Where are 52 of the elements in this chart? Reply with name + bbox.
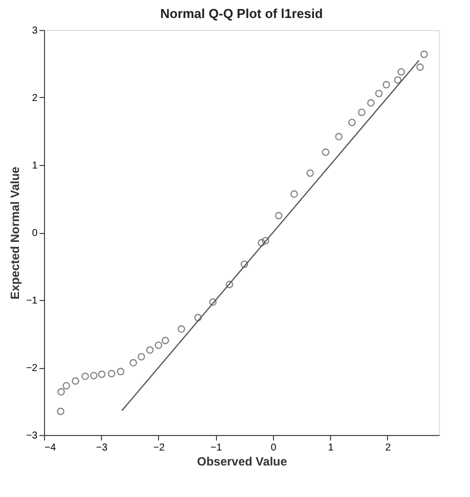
point [335,132,343,140]
x-tick-label: −3 [96,442,108,454]
point [154,341,162,349]
point [90,372,98,380]
x-tick-label: −1 [210,442,222,454]
point [274,212,282,220]
chart-title: Normal Q-Q Plot of l1resid [160,6,323,21]
y-tick-label: 2 [32,93,38,104]
point [358,108,366,116]
point [394,76,402,84]
y-tick-label: 3 [32,26,38,36]
point [209,298,217,306]
x-tick-label: 0 [270,442,277,454]
point [56,408,64,416]
point [420,50,428,58]
x-tick-label: −4 [44,442,56,454]
point [240,260,248,268]
point [322,148,330,156]
point [138,352,146,360]
point [416,63,424,71]
x-tick-label: 2 [385,442,392,454]
point [226,280,234,288]
y-tick-label: 1 [32,160,38,172]
point [178,325,186,333]
y-tick-label: −2 [26,363,38,374]
point [375,90,383,98]
point [130,359,138,367]
point [306,169,314,177]
point [81,372,89,380]
point [72,377,80,385]
point [367,99,375,107]
point [348,118,356,126]
point [98,370,106,378]
point [382,80,390,88]
point [194,314,202,322]
y-tick-label: −1 [26,296,38,306]
point [262,236,270,244]
point [108,370,116,378]
y-tick-label: −3 [26,430,38,442]
point [258,238,266,246]
point [116,368,124,376]
point [290,190,298,198]
point [62,382,70,390]
y-tick-label: 0 [32,228,38,239]
point [397,68,405,76]
x-tick-label: −2 [153,442,166,454]
x-axis-title: Observed Value [196,454,288,468]
point [57,388,65,396]
x-tick-label: 1 [328,442,334,454]
point [162,336,170,344]
point [146,346,154,354]
y-axis-title: Expected Normal Value [8,166,22,300]
